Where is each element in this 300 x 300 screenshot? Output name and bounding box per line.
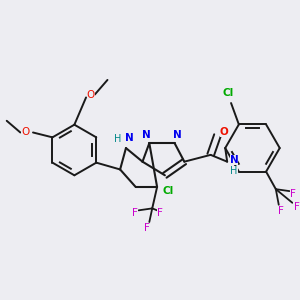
Text: Cl: Cl: [162, 186, 173, 196]
Text: F: F: [294, 202, 300, 212]
Text: Cl: Cl: [223, 88, 234, 98]
Text: F: F: [157, 208, 163, 218]
Text: F: F: [278, 206, 284, 216]
Text: F: F: [144, 223, 150, 233]
Text: N: N: [230, 155, 238, 165]
Text: O: O: [21, 128, 29, 137]
Text: N: N: [142, 130, 151, 140]
Text: N: N: [124, 133, 133, 143]
Text: H: H: [115, 134, 122, 144]
Text: O: O: [220, 128, 229, 137]
Text: F: F: [290, 189, 296, 199]
Text: O: O: [87, 89, 95, 100]
Text: H: H: [230, 167, 238, 176]
Text: F: F: [132, 208, 138, 218]
Text: N: N: [173, 130, 182, 140]
